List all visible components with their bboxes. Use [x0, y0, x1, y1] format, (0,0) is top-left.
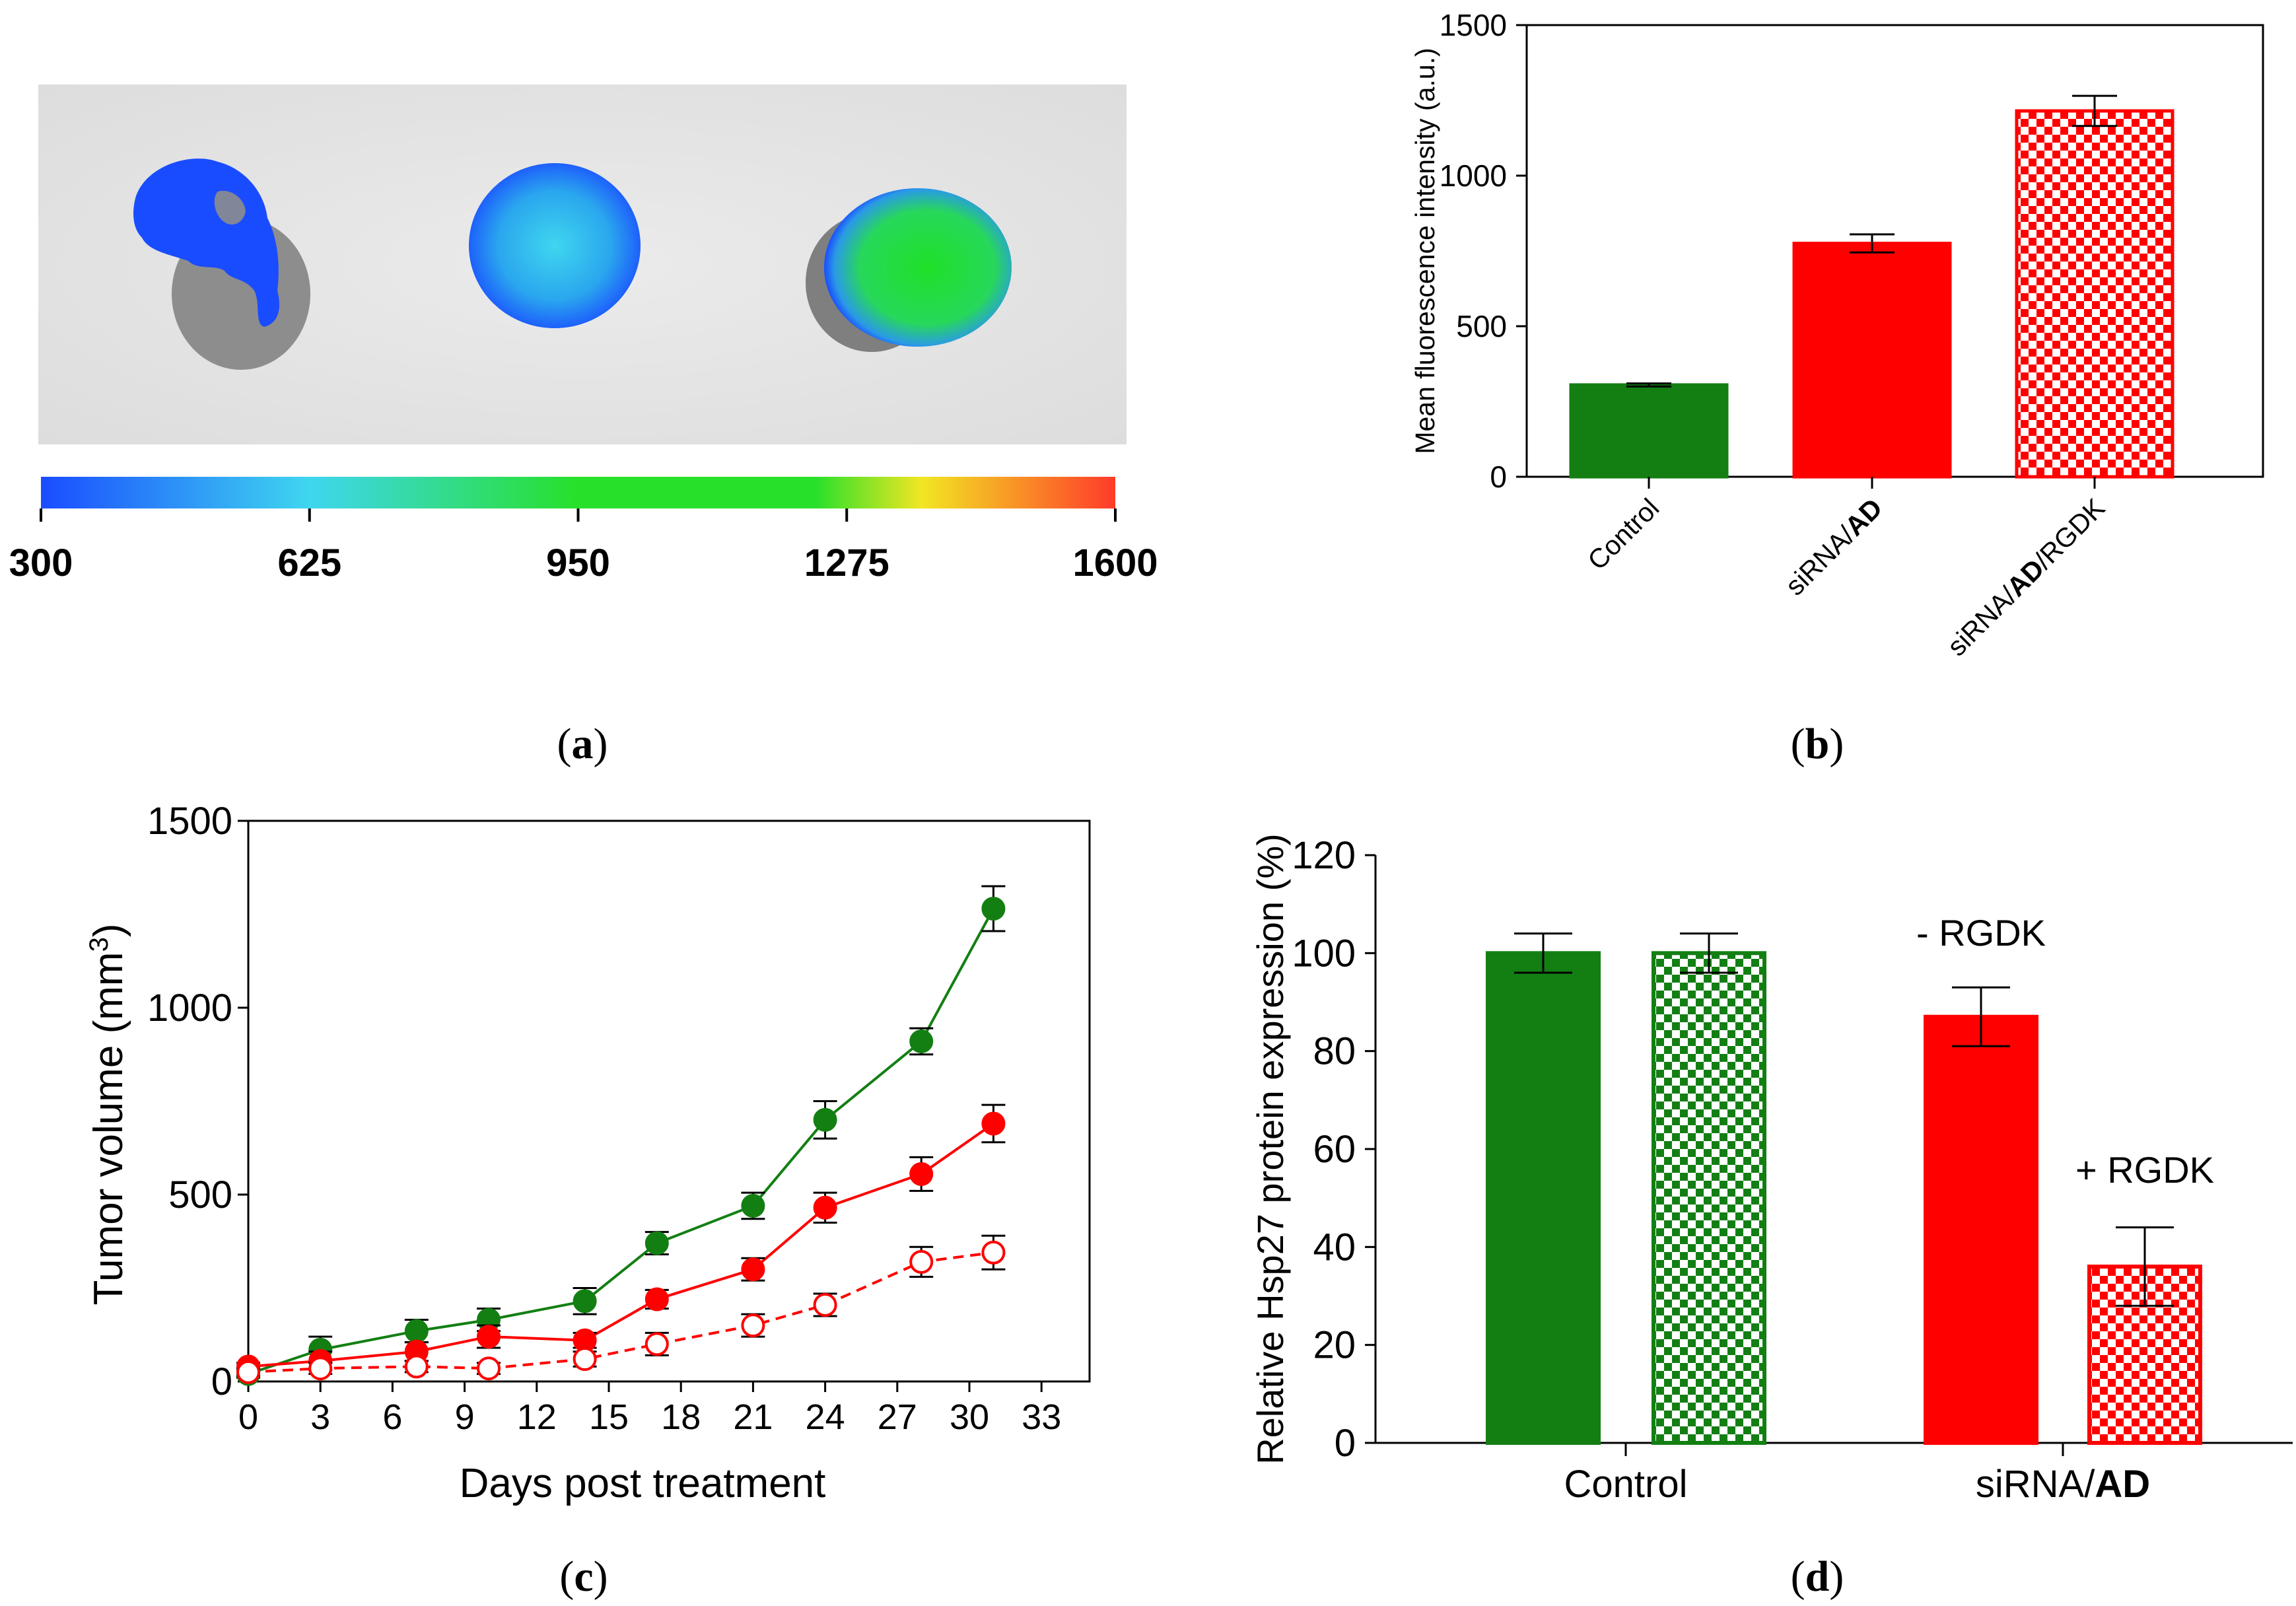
panel-b-y-tick-label: 500 [1456, 309, 1507, 343]
colorbar-ticks: 300 625 950 1275 1600 [9, 508, 1158, 584]
panel-c-point-series-3 [813, 1292, 837, 1317]
panel-c-point-series-1 [813, 1107, 837, 1132]
panel-d-x-tick-label: siRNA/AD [1976, 1463, 2150, 1506]
panel-c-point-series-3 [573, 1347, 597, 1372]
panel-c-point-series-3 [477, 1356, 501, 1381]
panel-b-bar-2 [1792, 242, 1952, 479]
panel-b-x-tick-label: siRNA/AD [1780, 493, 1889, 602]
tumor-sirna-ad [469, 163, 641, 328]
panel-c-point-series-3 [981, 1240, 1006, 1265]
panel-a-imaging: 300 625 950 1275 1600 (a) [9, 85, 1158, 768]
panel-d-x-tick-label: Control [1564, 1463, 1688, 1506]
panel-b-x-tick-label: Control [1582, 493, 1665, 576]
panel-c-x-axis-label: Days post treatment [460, 1461, 826, 1506]
panel-b-bar-3 [2015, 109, 2174, 479]
panel-d-label: (d) [1791, 1553, 1844, 1601]
panel-c-y-tick-label: 0 [211, 1360, 232, 1403]
panel-d-y-tick-label: 20 [1313, 1324, 1356, 1367]
panel-c-point-series-3 [404, 1354, 429, 1379]
panel-c-x-tick-label: 33 [1022, 1397, 1061, 1437]
panel-c-x-tick-label: 3 [310, 1397, 330, 1437]
panel-b-label: (b) [1791, 720, 1844, 768]
panel-d-y-tick-label: 80 [1313, 1030, 1356, 1073]
panel-c-point-series-2 [644, 1287, 669, 1311]
panel-c-x-tick-label: 18 [661, 1397, 701, 1437]
panel-c-point-series-2 [741, 1257, 765, 1282]
panel-c-series-line-2 [248, 1122, 994, 1368]
panel-b-y-tick-label: 1000 [1440, 158, 1507, 193]
panel-b-x-tick-label: siRNA/AD/RGDK [1941, 493, 2110, 662]
panel-c-x-tick-label: 0 [238, 1397, 258, 1437]
panel-c-line-chart: 0 500 1000 1500 0 3 6 9 12 15 18 21 24 27 30 33 Days pos… [85, 800, 1091, 1601]
colorbar-tick-label: 1275 [804, 541, 889, 584]
panel-d-annotation-plus-rgdk: + RGDK [2075, 1149, 2214, 1191]
panel-c-point-series-3 [308, 1356, 333, 1381]
panel-c-point-series-2 [813, 1195, 837, 1220]
panel-c-point-series-3 [741, 1313, 765, 1338]
panel-d-y-tick-label: 100 [1292, 932, 1356, 975]
panel-c-x-tick-label: 6 [382, 1397, 402, 1437]
panel-d-bar [1652, 951, 1766, 1446]
panel-c-x-tick-label: 27 [878, 1397, 917, 1437]
panel-c-y-axis-label: Tumor volume (mm3) [85, 924, 131, 1306]
panel-c-point-series-3 [909, 1249, 934, 1274]
panel-c-point-series-2 [477, 1325, 501, 1349]
panel-c-x-tick-label: 30 [950, 1397, 989, 1437]
panel-d-annotation-minus-rgdk: - RGDK [1916, 912, 2046, 954]
panel-c-series-line-1 [248, 908, 995, 1376]
panel-c-point-series-1 [981, 897, 1006, 921]
panel-d-bar [1486, 951, 1601, 1446]
panel-c-x-tick-label: 21 [733, 1397, 773, 1437]
colorbar-tick-label: 625 [277, 541, 341, 584]
panel-c-y-tick-label: 500 [168, 1173, 232, 1216]
colorbar [41, 477, 1115, 508]
panel-d-y-axis-label: Relative Hsp27 protein expression (%) [1249, 833, 1291, 1465]
panel-d-y-tick-label: 120 [1292, 834, 1356, 877]
panel-d-y-tick-label: 60 [1313, 1128, 1356, 1171]
tumor-control [133, 158, 310, 370]
panel-c-point-series-1 [909, 1029, 934, 1053]
panel-c-point-series-3 [236, 1360, 260, 1384]
panel-d-y-tick-label: 40 [1313, 1226, 1356, 1269]
panel-c-x-tick-label: 24 [806, 1397, 845, 1437]
panel-c-point-series-3 [644, 1332, 669, 1356]
panel-b-y-tick-label: 1500 [1440, 8, 1507, 42]
panel-c-point-series-1 [644, 1231, 669, 1255]
panel-c-plot-frame [247, 820, 1091, 1383]
colorbar-tick-label: 1600 [1072, 541, 1158, 584]
panel-b-y-axis-label: Mean fluorescence intensity (a.u.) [1410, 48, 1440, 454]
panel-d-y-tick-label: 0 [1335, 1422, 1356, 1465]
panel-b-y-tick-label: 0 [1490, 460, 1507, 494]
panel-a-label: (a) [557, 720, 608, 768]
panel-c-point-series-1 [741, 1193, 765, 1218]
panel-c-x-tick-label: 15 [589, 1397, 629, 1437]
colorbar-tick-label: 950 [546, 541, 610, 584]
panel-d-bar [1924, 1014, 2038, 1445]
panel-c-y-tick-label: 1500 [147, 800, 232, 843]
panel-b-bar-1 [1569, 383, 1729, 479]
colorbar-tick-label: 300 [9, 541, 73, 584]
panel-c-point-series-1 [573, 1289, 597, 1313]
tumor-control-signal [133, 158, 280, 327]
panel-c-y-tick-label: 1000 [147, 987, 232, 1030]
tumor-sirna-ad-rgdk [806, 188, 1012, 352]
panel-c-point-series-2 [909, 1162, 934, 1186]
panel-c-x-tick-label: 9 [455, 1397, 475, 1437]
panel-c-x-tick-label: 12 [517, 1397, 557, 1437]
panel-c-point-series-1 [404, 1319, 429, 1343]
panel-c-series-line-3 [248, 1251, 994, 1374]
panel-c-point-series-2 [981, 1111, 1006, 1136]
panel-c-label: (c) [559, 1553, 608, 1601]
